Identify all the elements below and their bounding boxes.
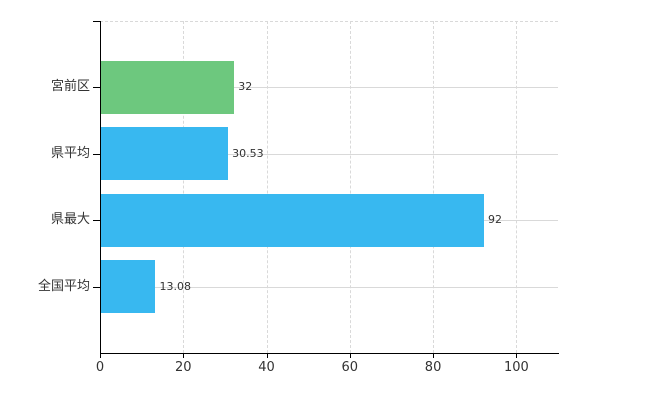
bar: [101, 193, 485, 247]
x-tick: [183, 353, 185, 358]
bar-value-label: 30.53: [232, 146, 264, 160]
bar-value-label: 13.08: [159, 279, 191, 293]
horizontal-gridline: [100, 153, 558, 155]
category-label: 全国平均: [37, 278, 90, 294]
horizontal-gridline: [100, 87, 558, 89]
x-tick-label: 20: [174, 360, 192, 375]
bar: [101, 60, 235, 114]
category-tick: [93, 220, 100, 222]
category-tick: [93, 87, 100, 89]
x-tick-label: 40: [258, 360, 275, 375]
category-tick: [93, 153, 100, 155]
x-tick: [349, 353, 351, 358]
bar-value-label: 32: [238, 80, 253, 94]
bar: [101, 260, 156, 314]
vertical-gridline: [516, 21, 518, 353]
x-tick-label: 0: [95, 360, 105, 375]
category-label: 県最大: [50, 212, 90, 228]
y-axis-line: [100, 21, 101, 354]
x-tick: [100, 353, 101, 358]
x-tick-label: 60: [341, 360, 359, 375]
category-label: 県平均: [50, 145, 90, 161]
x-tick-label: 100: [503, 360, 529, 375]
vertical-gridline: [266, 21, 268, 353]
x-axis-line: [100, 353, 559, 354]
bar-value-label: 92: [488, 213, 503, 227]
x-tick: [516, 353, 518, 358]
x-tick: [266, 353, 268, 358]
category-label: 宮前区: [50, 79, 90, 95]
y-axis-end-tick: [93, 21, 100, 22]
category-tick: [93, 286, 100, 288]
vertical-gridline: [349, 21, 351, 353]
vertical-gridline: [433, 21, 435, 353]
vertical-gridline: [183, 21, 185, 353]
x-tick-label: 80: [424, 360, 442, 375]
x-tick: [433, 353, 435, 358]
bar: [101, 127, 229, 181]
horizontal-gridline: [100, 286, 558, 288]
plot-top-border: [100, 21, 558, 22]
